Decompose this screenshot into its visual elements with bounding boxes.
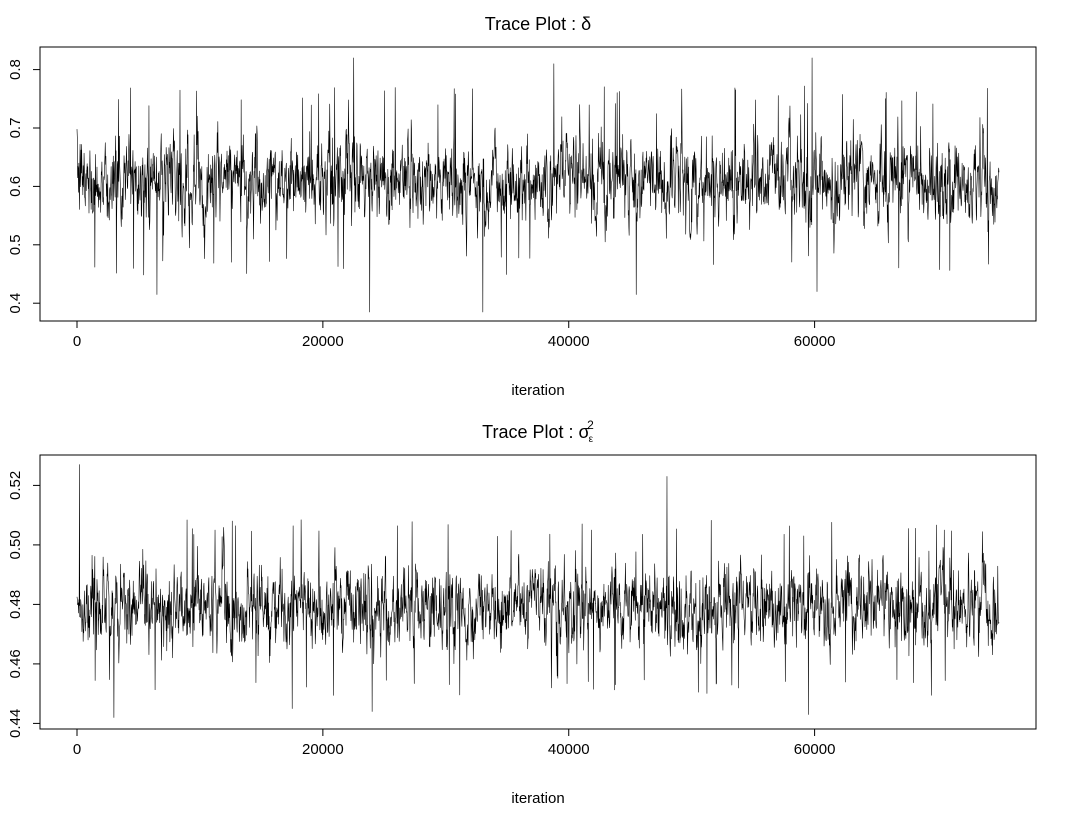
delta-y-tick-label: 0.7 bbox=[7, 118, 24, 139]
delta-x-tick-label: 60000 bbox=[794, 333, 836, 350]
sigma-x-axis: 0 20000 40000 60000 bbox=[73, 728, 836, 758]
delta-y-tick-label: 0.6 bbox=[7, 176, 24, 197]
sigma-y-axis: 0.44 0.46 0.48 0.50 0.52 bbox=[7, 471, 41, 738]
delta-trace-series bbox=[76, 57, 1000, 313]
sigma-y-tick-label: 0.50 bbox=[7, 530, 24, 559]
delta-x-tick-label: 20000 bbox=[302, 333, 344, 350]
delta-y-tick-label: 0.8 bbox=[7, 59, 24, 80]
delta-y-tick-label: 0.5 bbox=[7, 234, 24, 255]
sigma-y-tick-label: 0.48 bbox=[7, 590, 24, 619]
delta-chart-title: Trace Plot : δ bbox=[485, 14, 591, 34]
delta-trace-panel: Trace Plot : δ 0 20000 40000 60000 0.40.50.… bbox=[7, 14, 1037, 399]
delta-x-tick-label: 40000 bbox=[548, 333, 590, 350]
delta-y-tick-label: 0.4 bbox=[7, 293, 24, 314]
sigma-x-tick-label: 40000 bbox=[548, 741, 590, 758]
delta-x-tick-label: 0 bbox=[73, 333, 81, 350]
sigma-x-axis-label: iteration bbox=[511, 790, 564, 807]
sigma-trace-panel: Trace Plot : σε2 0 20000 40000 60000 0.440.… bbox=[7, 418, 1037, 807]
sigma-chart-title: Trace Plot : σε2 bbox=[482, 418, 594, 445]
sigma-trace-line bbox=[76, 464, 1000, 718]
delta-x-axis: 0 20000 40000 60000 bbox=[73, 320, 836, 350]
sigma-title-superscript: 2 bbox=[587, 418, 594, 432]
sigma-y-tick-label: 0.44 bbox=[7, 709, 24, 738]
sigma-x-tick-label: 20000 bbox=[302, 741, 344, 758]
sigma-title-symbol: σ bbox=[579, 422, 590, 442]
delta-title-symbol: δ bbox=[581, 14, 591, 34]
delta-y-axis: 0.4 0.5 0.6 0.7 0.8 bbox=[7, 59, 41, 314]
delta-x-axis-label: iteration bbox=[511, 382, 564, 399]
sigma-y-tick-label: 0.52 bbox=[7, 471, 24, 500]
sigma-trace-series bbox=[76, 464, 1000, 718]
sigma-x-tick-label: 60000 bbox=[794, 741, 836, 758]
sigma-x-tick-label: 0 bbox=[73, 741, 81, 758]
delta-trace-line bbox=[76, 57, 1000, 313]
sigma-title-subscript: ε bbox=[589, 434, 594, 445]
sigma-y-tick-label: 0.46 bbox=[7, 649, 24, 678]
